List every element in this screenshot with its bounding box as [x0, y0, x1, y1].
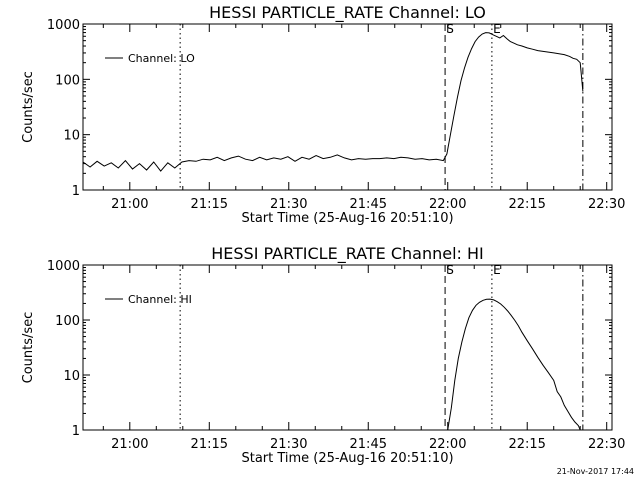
panel-2-x-tick-label: 21:00	[111, 437, 148, 452]
panel-2-y-tick-label: 1	[72, 424, 80, 439]
panel-2-x-axis-label: Start Time (25-Aug-16 20:51:10)	[241, 451, 453, 466]
panel-2-y-tick-label: 10	[63, 369, 80, 384]
panel-2-x-tick-label: 21:30	[270, 437, 307, 452]
panel-1-x-axis-label: Start Time (25-Aug-16 20:51:10)	[241, 211, 453, 226]
panel-1-y-axis-label: Counts/sec	[21, 71, 36, 143]
panel-2-x-tick-label: 22:15	[508, 437, 545, 452]
panel-2-title: HESSI PARTICLE_RATE Channel: HI	[211, 244, 484, 264]
panel-1-y-tick-label: 10	[63, 129, 80, 144]
panel-2-y-axis-label: Counts/sec	[21, 312, 36, 384]
panel-1-x-tick-label: 22:15	[508, 197, 545, 212]
panel-1-legend-label: Channel: LO	[128, 52, 195, 65]
panel-1-marker-label: E	[493, 22, 501, 36]
panel-2-y-tick-label: 100	[55, 314, 80, 329]
panel-1-series-line	[82, 32, 584, 172]
panel-1-plot-frame	[82, 23, 613, 191]
panel-2-series-line	[447, 298, 581, 431]
panel-1-title: HESSI PARTICLE_RATE Channel: LO	[209, 3, 486, 23]
panel-1-y-tick-label: 100	[55, 73, 80, 88]
panel-1-x-tick-label: 21:15	[191, 197, 228, 212]
panel-2-x-tick-label: 22:30	[588, 437, 625, 452]
panel-2-x-tick-label: 22:00	[429, 437, 466, 452]
timestamp-footer: 21-Nov-2017 17:44	[557, 467, 634, 476]
panel-1-y-tick-label: 1	[72, 184, 80, 199]
panel-1-x-tick-label: 22:30	[588, 197, 625, 212]
panel-1-x-tick-label: 21:00	[111, 197, 148, 212]
panel-1-x-tick-label: 21:30	[270, 197, 307, 212]
panel-2-marker-label: S	[446, 263, 454, 277]
panel-2-plot-frame	[82, 264, 613, 431]
panel-1-x-tick-label: 22:00	[429, 197, 466, 212]
panel-1-x-tick-label: 21:45	[350, 197, 387, 212]
panel-2-x-tick-label: 21:45	[350, 437, 387, 452]
panel-1-y-tick-label: 1000	[47, 18, 80, 33]
panel-2-marker-label: E	[493, 263, 501, 277]
panel-2-y-tick-label: 1000	[47, 259, 80, 274]
panel-2-legend-label: Channel: HI	[128, 293, 192, 306]
panel-1-marker-label: S	[446, 22, 454, 36]
panel-2-x-tick-label: 21:15	[191, 437, 228, 452]
